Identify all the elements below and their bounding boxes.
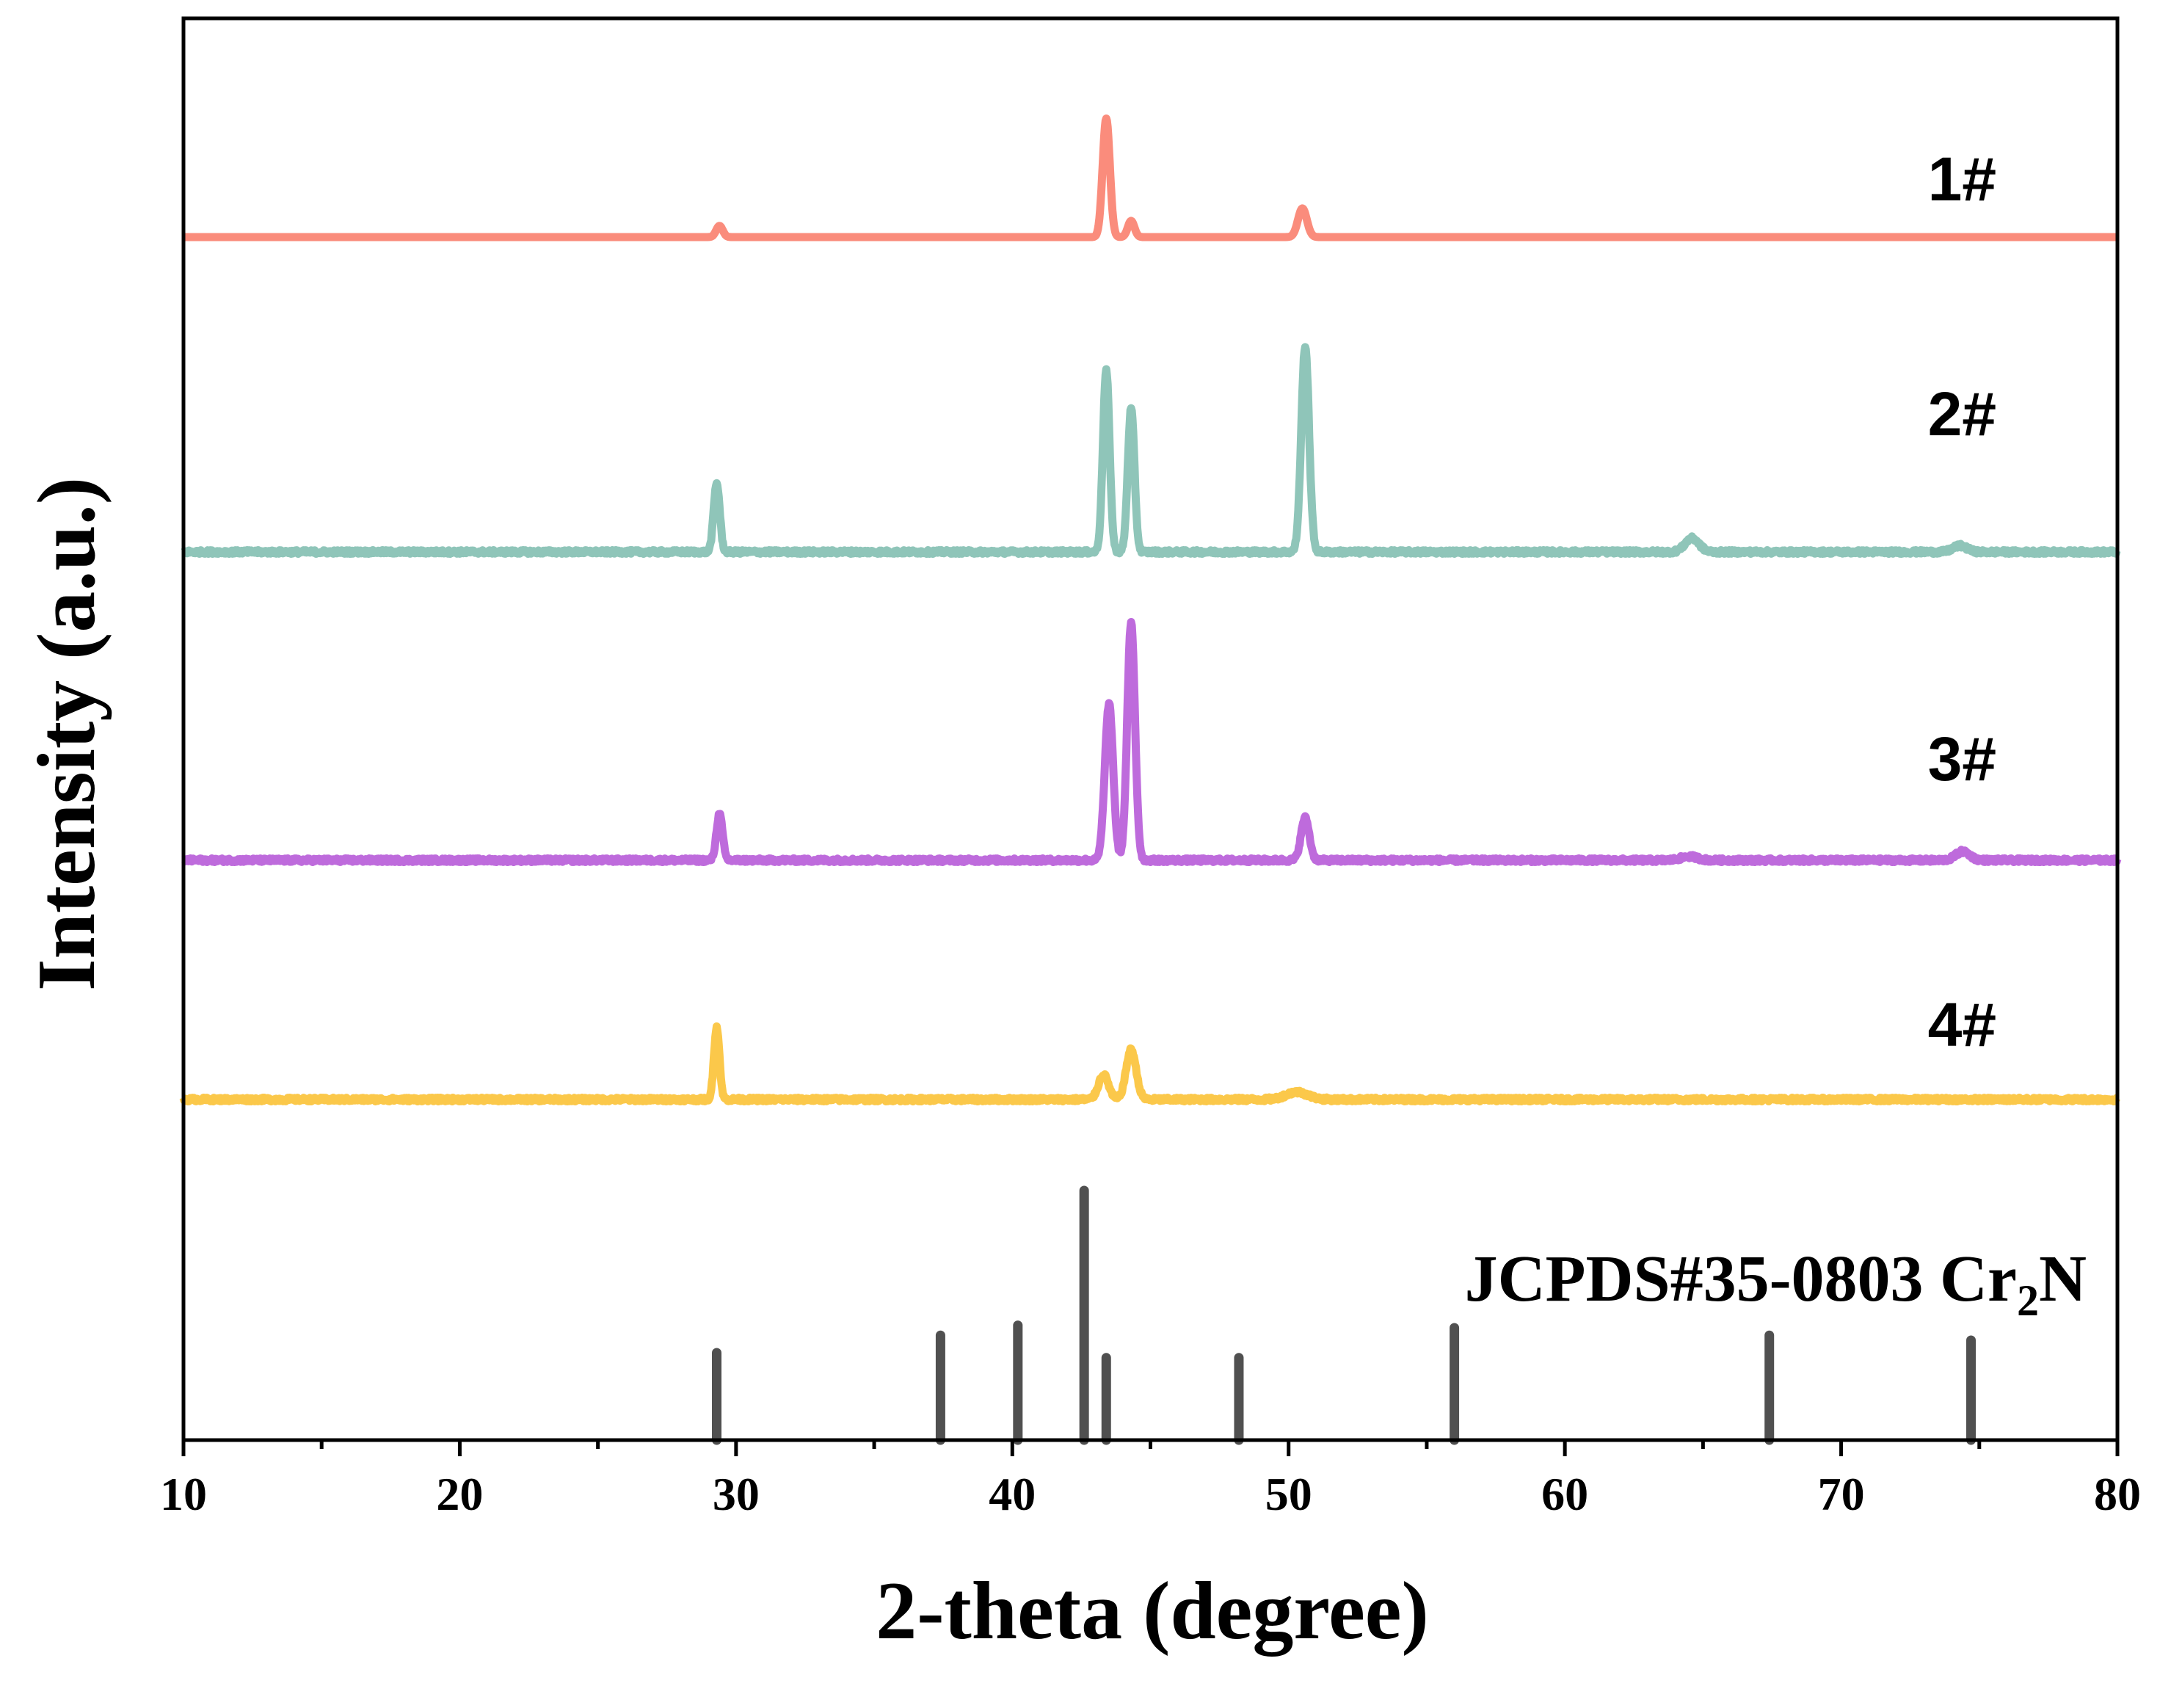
- reference-pattern: [712, 1185, 1976, 1445]
- reference-label: JCPDS#35-0803 Cr2N: [1465, 1243, 2087, 1325]
- series-line-4: [179, 1022, 2121, 1105]
- reference-label-main: JCPDS#35-0803 Cr: [1465, 1243, 2017, 1315]
- series-line-1: [180, 115, 2121, 241]
- series-line-2: [180, 343, 2121, 558]
- x-tick-label-70: 70: [1818, 1468, 1865, 1520]
- series-label-4: 4#: [1928, 990, 1996, 1059]
- reference-label-sub: 2: [2017, 1276, 2039, 1325]
- x-tick-label-40: 40: [989, 1468, 1036, 1520]
- series-label-1: 1#: [1928, 145, 1996, 214]
- x-tick-label-10: 10: [160, 1468, 207, 1520]
- y-axis-title: Intensity (a.u.): [21, 477, 112, 991]
- plot-frame: [181, 16, 2120, 1442]
- series-label-2: 2#: [1928, 379, 1996, 448]
- x-tick-label-50: 50: [1265, 1468, 1312, 1520]
- x-tick-label-20: 20: [436, 1468, 483, 1520]
- series-line-3: [180, 618, 2122, 866]
- x-tick-label-60: 60: [1541, 1468, 1588, 1520]
- reference-label-tail: N: [2039, 1243, 2087, 1315]
- x-axis-title: 2-theta (degree): [876, 1566, 1429, 1657]
- x-tick-label-30: 30: [713, 1468, 760, 1520]
- x-tick-label-80: 80: [2094, 1468, 2141, 1520]
- series-label-3: 3#: [1928, 724, 1996, 793]
- series-layer: [179, 115, 2122, 1105]
- x-axis-ticks: 10 20 30 40 50 60 70 80: [160, 1440, 2141, 1520]
